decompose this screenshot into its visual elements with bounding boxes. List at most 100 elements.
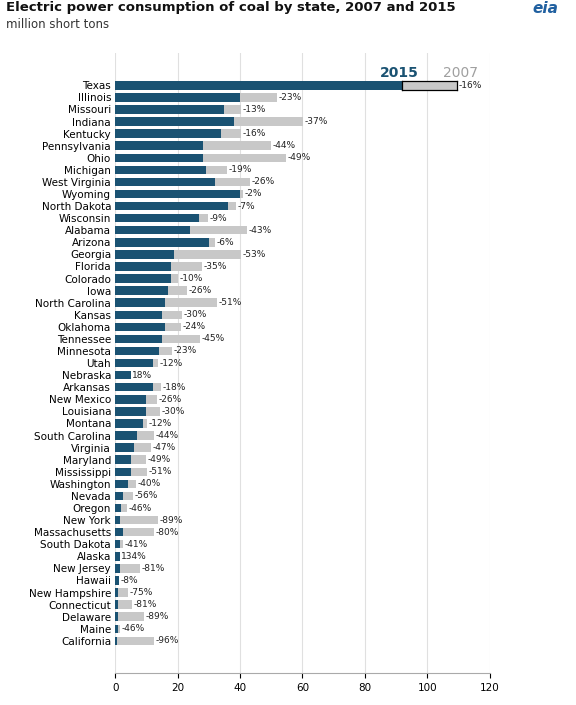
Text: -81%: -81% bbox=[141, 564, 165, 573]
Text: -23%: -23% bbox=[279, 93, 302, 102]
Bar bbox=[115, 540, 123, 548]
Bar bbox=[115, 371, 128, 379]
Bar bbox=[115, 214, 199, 222]
Bar bbox=[115, 190, 240, 198]
Bar bbox=[115, 202, 236, 210]
Text: -89%: -89% bbox=[145, 612, 169, 621]
Bar bbox=[115, 262, 171, 271]
Bar bbox=[115, 130, 241, 138]
Bar bbox=[115, 467, 147, 476]
Text: -26%: -26% bbox=[252, 178, 275, 186]
Bar bbox=[115, 613, 143, 621]
Text: -53%: -53% bbox=[243, 250, 266, 259]
Text: -30%: -30% bbox=[161, 407, 185, 416]
Bar bbox=[115, 443, 134, 452]
Bar bbox=[115, 491, 123, 500]
Text: -12%: -12% bbox=[160, 359, 183, 367]
Text: -46%: -46% bbox=[122, 624, 145, 633]
Text: -96%: -96% bbox=[156, 637, 179, 645]
Text: 18%: 18% bbox=[132, 371, 153, 380]
Text: -19%: -19% bbox=[229, 166, 252, 174]
Text: -24%: -24% bbox=[183, 322, 206, 331]
Bar bbox=[115, 552, 117, 560]
Bar bbox=[115, 576, 119, 584]
Text: -81%: -81% bbox=[133, 600, 157, 609]
Text: -18%: -18% bbox=[162, 383, 186, 392]
Bar bbox=[115, 588, 128, 596]
Text: -12%: -12% bbox=[149, 419, 172, 428]
Bar bbox=[115, 467, 131, 476]
Bar bbox=[115, 395, 157, 403]
Bar bbox=[115, 540, 120, 548]
Text: -80%: -80% bbox=[156, 527, 179, 537]
Bar bbox=[115, 395, 146, 403]
Bar bbox=[115, 323, 165, 331]
Text: -26%: -26% bbox=[188, 286, 212, 295]
Text: eia: eia bbox=[533, 1, 559, 16]
Bar bbox=[115, 407, 146, 416]
Text: -47%: -47% bbox=[152, 443, 175, 452]
Bar bbox=[115, 214, 208, 222]
Bar bbox=[115, 310, 182, 319]
Text: -13%: -13% bbox=[242, 105, 266, 114]
Bar bbox=[115, 178, 250, 186]
Bar bbox=[115, 286, 168, 295]
Bar bbox=[115, 323, 181, 331]
Bar bbox=[115, 298, 165, 307]
Bar bbox=[115, 154, 203, 162]
Text: -40%: -40% bbox=[138, 479, 161, 489]
Bar bbox=[115, 504, 122, 513]
Bar bbox=[115, 274, 171, 283]
Bar bbox=[115, 262, 202, 271]
Bar bbox=[115, 166, 206, 174]
Bar bbox=[115, 528, 123, 537]
Bar bbox=[115, 371, 131, 379]
Bar bbox=[115, 335, 200, 343]
Bar bbox=[115, 419, 143, 428]
Bar bbox=[115, 637, 117, 645]
Text: -16%: -16% bbox=[243, 129, 267, 138]
Bar bbox=[115, 347, 172, 355]
Text: 134%: 134% bbox=[122, 552, 147, 560]
Bar bbox=[115, 576, 119, 584]
Bar bbox=[115, 250, 241, 259]
Bar bbox=[115, 431, 137, 440]
Bar bbox=[115, 93, 240, 102]
Bar bbox=[115, 625, 120, 633]
Bar bbox=[115, 347, 159, 355]
Text: -43%: -43% bbox=[248, 226, 271, 235]
Bar bbox=[115, 588, 118, 596]
Text: -45%: -45% bbox=[202, 334, 225, 343]
Bar bbox=[115, 443, 150, 452]
Text: -49%: -49% bbox=[288, 153, 311, 162]
Bar bbox=[115, 455, 146, 464]
Bar bbox=[115, 491, 133, 500]
Bar bbox=[115, 286, 187, 295]
Text: -2%: -2% bbox=[244, 190, 262, 199]
Text: -41%: -41% bbox=[124, 540, 148, 548]
Bar bbox=[115, 564, 140, 572]
Text: -37%: -37% bbox=[305, 117, 328, 126]
Bar bbox=[115, 250, 175, 259]
Bar bbox=[115, 564, 120, 572]
Bar bbox=[115, 105, 241, 114]
Bar bbox=[115, 455, 131, 464]
Text: -16%: -16% bbox=[458, 81, 482, 90]
Text: -7%: -7% bbox=[237, 202, 255, 211]
Text: -75%: -75% bbox=[129, 588, 153, 597]
Bar bbox=[115, 93, 277, 102]
Bar bbox=[115, 117, 234, 125]
Bar bbox=[115, 166, 227, 174]
Bar bbox=[115, 383, 153, 391]
Bar bbox=[115, 202, 228, 210]
Bar bbox=[115, 238, 209, 247]
Text: -6%: -6% bbox=[217, 238, 234, 247]
Text: -51%: -51% bbox=[149, 467, 172, 477]
Bar bbox=[115, 130, 221, 138]
Bar bbox=[115, 431, 154, 440]
Text: 2015: 2015 bbox=[380, 66, 419, 80]
Text: -35%: -35% bbox=[203, 262, 226, 271]
Text: 2007: 2007 bbox=[442, 66, 478, 80]
Text: -44%: -44% bbox=[156, 431, 179, 440]
Bar bbox=[115, 504, 127, 513]
